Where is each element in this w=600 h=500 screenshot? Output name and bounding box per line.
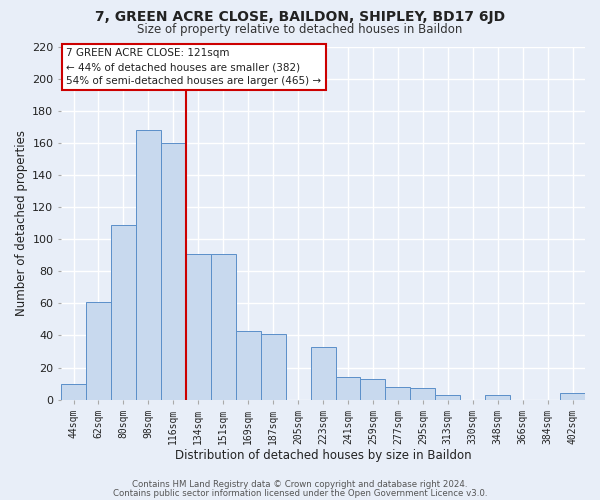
Bar — [86, 302, 111, 400]
Text: Contains HM Land Registry data © Crown copyright and database right 2024.: Contains HM Land Registry data © Crown c… — [132, 480, 468, 489]
Bar — [410, 388, 436, 400]
Bar — [311, 346, 335, 400]
Bar — [385, 387, 410, 400]
X-axis label: Distribution of detached houses by size in Baildon: Distribution of detached houses by size … — [175, 450, 472, 462]
Bar — [560, 393, 585, 400]
Bar — [186, 254, 211, 400]
Y-axis label: Number of detached properties: Number of detached properties — [15, 130, 28, 316]
Text: 7, GREEN ACRE CLOSE, BAILDON, SHIPLEY, BD17 6JD: 7, GREEN ACRE CLOSE, BAILDON, SHIPLEY, B… — [95, 10, 505, 24]
Bar — [361, 379, 385, 400]
Bar — [436, 395, 460, 400]
Text: Contains public sector information licensed under the Open Government Licence v3: Contains public sector information licen… — [113, 488, 487, 498]
Bar — [111, 224, 136, 400]
Text: Size of property relative to detached houses in Baildon: Size of property relative to detached ho… — [137, 22, 463, 36]
Bar — [161, 143, 186, 400]
Bar — [236, 330, 260, 400]
Text: 7 GREEN ACRE CLOSE: 121sqm
← 44% of detached houses are smaller (382)
54% of sem: 7 GREEN ACRE CLOSE: 121sqm ← 44% of deta… — [66, 48, 322, 86]
Bar — [61, 384, 86, 400]
Bar — [211, 254, 236, 400]
Bar — [260, 334, 286, 400]
Bar — [335, 377, 361, 400]
Bar — [136, 130, 161, 400]
Bar — [485, 395, 510, 400]
